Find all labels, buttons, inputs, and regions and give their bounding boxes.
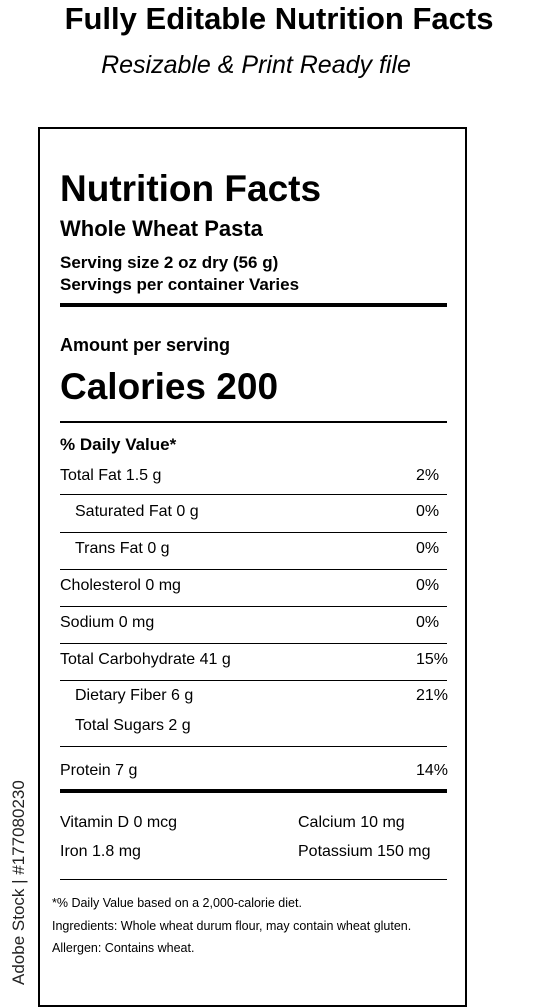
nutrient-name: Saturated Fat 0 g [75,503,199,520]
nutrient-dv: 0% [416,540,440,557]
nutrient-name: Trans Fat 0 g [75,540,170,557]
divider [60,303,447,307]
nutrient-dv: 0% [416,503,440,520]
label-title: Nutrition Facts [60,168,322,209]
nutrient-dv: 2% [416,467,440,484]
nutrient-name: Cholesterol 0 mg [60,577,181,594]
nutrient-name: Total Sugars 2 g [75,717,191,734]
divider [60,789,447,793]
vitamin: Vitamin D 0 mcg [60,814,178,831]
servings: Servings per container Varies [60,275,300,294]
footnote: *% Daily Value based on a 2,000-calorie … [52,896,302,910]
serving-size: Serving size 2 oz dry (56 g) [60,253,279,272]
nutrient-name: Dietary Fiber 6 g [75,687,194,704]
page-title: Fully Editable Nutrition Facts [64,1,494,36]
dv-header: % Daily Value* [60,435,177,454]
nutrient-dv: 21% [416,687,449,704]
divider [60,606,447,607]
divider [60,643,447,644]
divider [60,879,447,880]
footnote: Allergen: Contains wheat. [52,941,195,955]
divider [60,532,447,533]
divider [60,494,447,495]
nutrient-dv: 0% [416,577,440,594]
nutrient-name: Sodium 0 mg [60,614,155,631]
vitamin: Potassium 150 mg [298,843,431,860]
amount-per-serving: Amount per serving [60,335,231,355]
nutrient-name: Total Fat 1.5 g [60,467,162,484]
divider [60,746,447,747]
watermark: Adobe Stock | #177080230 [9,780,28,985]
nutrient-dv: 14% [416,762,449,779]
divider [60,680,447,681]
vitamin: Calcium 10 mg [298,814,405,831]
divider [60,569,447,570]
product-name: Whole Wheat Pasta [60,216,263,241]
nutrient-dv: 15% [416,651,449,668]
page-subtitle: Resizable & Print Ready file [101,51,411,79]
divider [60,421,447,423]
vitamin: Iron 1.8 mg [60,843,141,860]
calories: Calories 200 [60,366,279,407]
nutrient-dv: 0% [416,614,440,631]
footnote: Ingredients: Whole wheat durum flour, ma… [52,919,412,933]
nutrient-name: Protein 7 g [60,762,138,779]
nutrient-name: Total Carbohydrate 41 g [60,651,231,668]
